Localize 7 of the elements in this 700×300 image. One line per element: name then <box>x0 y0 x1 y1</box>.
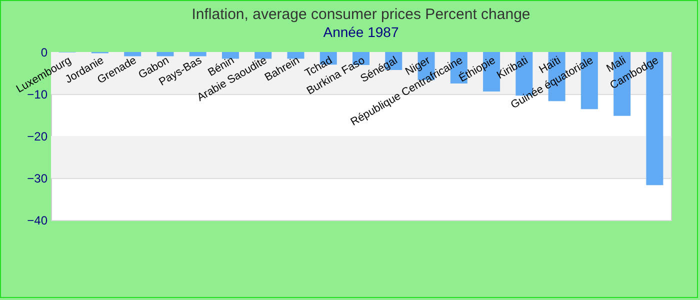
chart-subtitle: Année 1987 <box>323 24 399 40</box>
chart-title: Inflation, average consumer prices Percent change <box>192 6 530 23</box>
y-tick-label: −30 <box>27 172 48 186</box>
y-tick-label: −40 <box>27 214 48 228</box>
y-tick-label: −20 <box>27 130 48 144</box>
y-tick-label: −10 <box>27 88 48 102</box>
y-tick-label: 0 <box>40 46 48 60</box>
